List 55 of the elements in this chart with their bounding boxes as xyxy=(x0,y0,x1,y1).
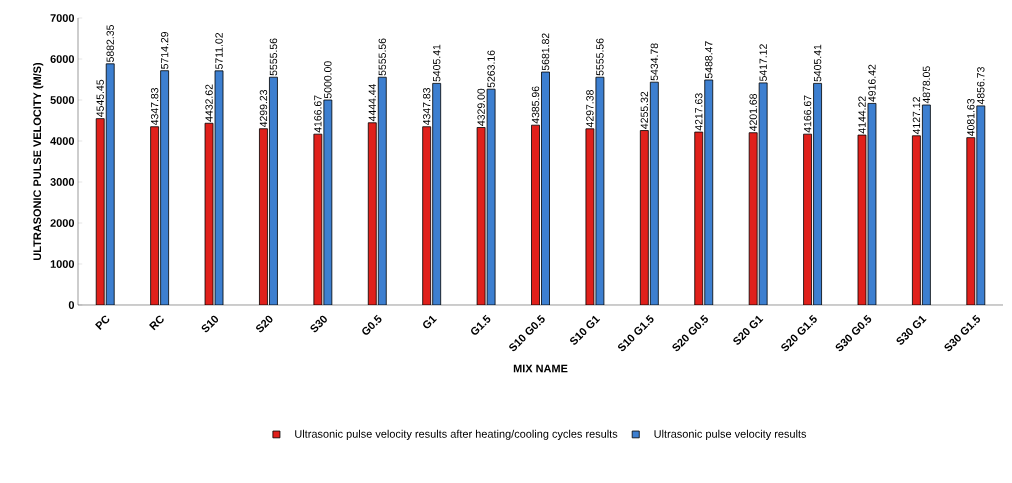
data-label: 4878.05 xyxy=(922,66,931,104)
y-axis-title: ULTRASONIC PULSE VELOCITY (M/S) xyxy=(33,62,44,260)
data-label: 4299.23 xyxy=(259,89,268,128)
data-label: 5417.12 xyxy=(759,44,767,82)
data-label: 4347.83 xyxy=(422,87,431,126)
data-label: 4297.38 xyxy=(586,90,594,128)
x-axis-title: MIX NAME xyxy=(513,364,568,373)
data-label: 4329.00 xyxy=(477,88,485,126)
data-label: 5000.00 xyxy=(324,61,332,99)
y-tick-label: 6000 xyxy=(50,55,75,63)
data-label: 5711.02 xyxy=(215,32,223,70)
data-label: 5405.41 xyxy=(432,44,441,82)
data-label: 4166.67 xyxy=(803,95,812,133)
x-tick-label: G1 xyxy=(423,315,437,329)
data-label: 5405.41 xyxy=(813,44,822,82)
data-label: 5555.56 xyxy=(378,38,386,76)
legend-label: Ultrasonic pulse velocity results xyxy=(654,429,807,440)
data-label: 4856.73 xyxy=(977,67,985,105)
data-label: 5681.82 xyxy=(541,33,550,71)
y-tick-label: 3000 xyxy=(50,178,75,186)
data-label: 5263.16 xyxy=(487,50,495,88)
x-tick-label: S30 G1 xyxy=(896,315,927,345)
data-label: 4916.42 xyxy=(868,64,876,102)
data-label: 5714.29 xyxy=(160,32,169,69)
data-label: 4444.44 xyxy=(368,83,376,122)
data-label: 4432.62 xyxy=(205,84,213,122)
data-label: 5434.78 xyxy=(650,43,659,81)
data-label: 4347.83 xyxy=(150,87,159,126)
data-label: 4545.45 xyxy=(96,79,104,117)
data-label: 4255.32 xyxy=(640,91,649,129)
y-tick-label: 2000 xyxy=(50,219,75,227)
data-label: 4201.68 xyxy=(749,93,757,132)
data-label: 4081.63 xyxy=(967,98,975,137)
data-label: 4166.67 xyxy=(314,95,322,133)
data-label: 5488.47 xyxy=(705,41,713,79)
y-tick-label: 5000 xyxy=(50,96,75,104)
x-tick-label: RC xyxy=(149,315,164,331)
x-tick-label: S20 G1 xyxy=(733,315,764,345)
y-tick-label: 0 xyxy=(68,301,75,309)
data-label: 5555.56 xyxy=(269,38,278,76)
data-label: 5555.56 xyxy=(596,38,604,76)
data-label: 4385.96 xyxy=(531,86,540,124)
data-label: 4127.12 xyxy=(912,97,921,135)
x-tick-label: S20 xyxy=(256,315,273,333)
x-tick-label: S10 xyxy=(201,315,219,333)
x-tick-label: PC xyxy=(95,315,110,330)
y-tick-label: 7000 xyxy=(50,14,75,22)
y-tick-label: 4000 xyxy=(50,137,75,145)
data-label: 4144.22 xyxy=(858,96,866,134)
data-label: 4217.63 xyxy=(695,93,703,131)
y-tick-label: 1000 xyxy=(50,260,75,268)
x-tick-label: S30 xyxy=(310,315,327,333)
x-tick-label: S10 G1 xyxy=(570,315,601,345)
data-label: 5882.35 xyxy=(106,25,114,62)
legend-label: Ultrasonic pulse velocity results after heating/cooling cycles results xyxy=(295,429,618,440)
